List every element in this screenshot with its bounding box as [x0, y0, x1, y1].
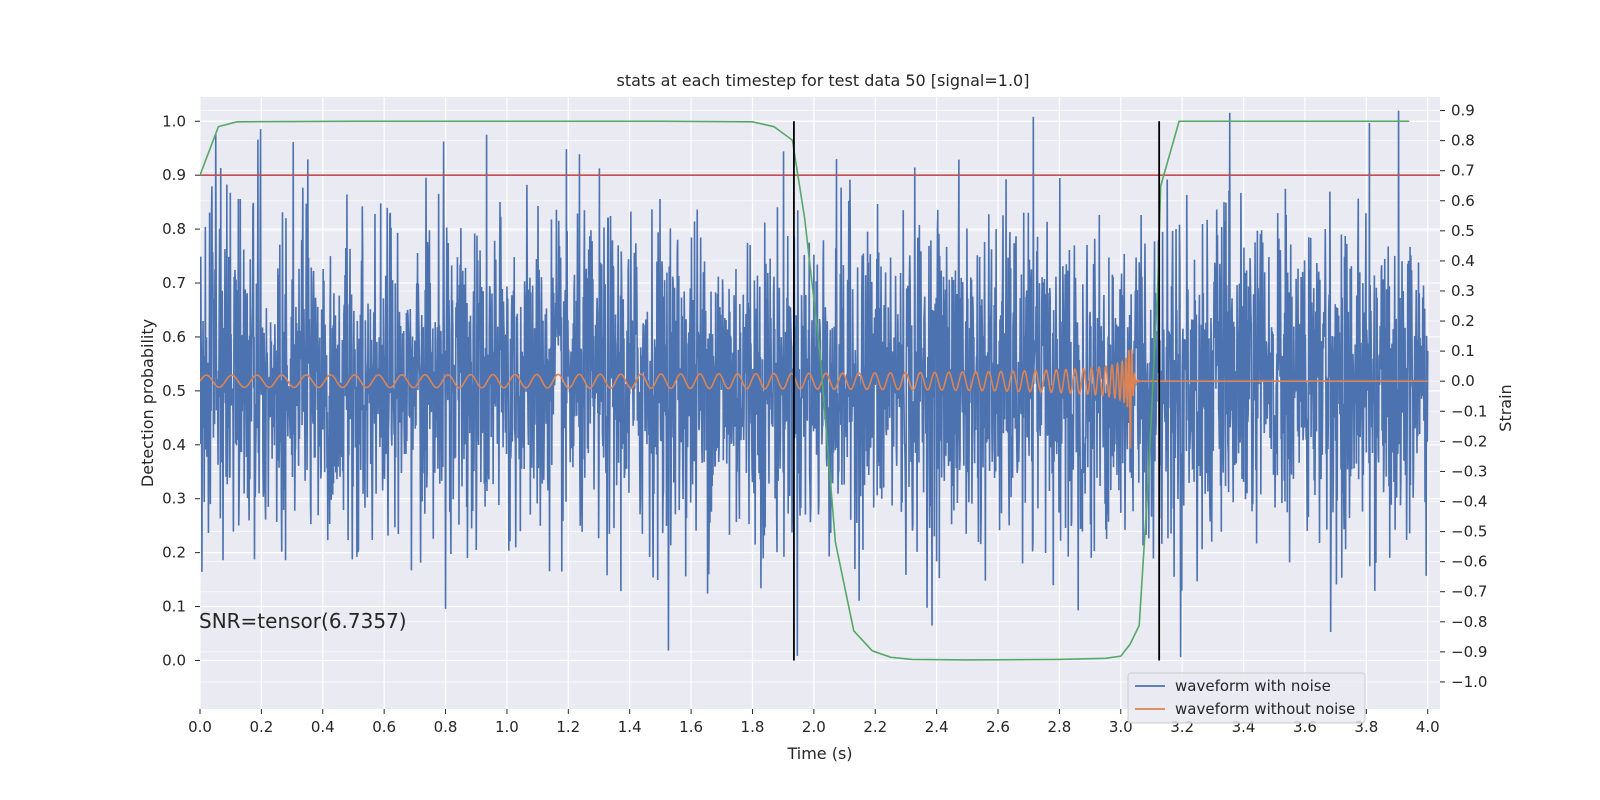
y-right-tick-label: −0.4: [1451, 492, 1487, 510]
y-left-axis-label: Detection probability: [138, 319, 157, 487]
legend-label-noise: waveform with noise: [1175, 677, 1331, 695]
x-tick-label: 2.8: [1047, 718, 1071, 736]
y-right-tick-label: −0.8: [1451, 613, 1487, 631]
x-tick-label: 0.8: [434, 718, 458, 736]
series-waveform-with-noise: [200, 110, 1429, 658]
y-left-tick-label: 1.0: [162, 112, 186, 130]
y-right-tick-label: −1.0: [1451, 673, 1487, 691]
x-tick-label: 1.4: [618, 718, 642, 736]
y-right-tick-label: −0.5: [1451, 523, 1487, 541]
x-axis-ticks: 0.0 0.2 0.4 0.6 0.8 1.0 1.2 1.4 1.6 1.8 2.0 2.2 2.4 2…: [188, 709, 1440, 736]
y-left-tick-label: 0.4: [162, 436, 186, 454]
x-tick-label: 2.2: [863, 718, 887, 736]
legend: waveform with noise waveform without noi…: [1127, 672, 1366, 724]
chart-title: stats at each timestep for test data 50 …: [617, 71, 1030, 90]
vertical-markers: [793, 121, 1161, 661]
y-left-tick-label: 0.3: [162, 490, 186, 508]
x-tick-label: 1.0: [495, 718, 519, 736]
y-right-tick-label: 0.4: [1451, 252, 1475, 270]
y-right-tick-label: 0.9: [1451, 102, 1475, 120]
y-right-tick-label: −0.3: [1451, 462, 1487, 480]
y-right-tick-label: −0.1: [1451, 402, 1487, 420]
x-axis-label: Time (s): [786, 744, 852, 763]
y-right-tick-label: 0.0: [1451, 372, 1475, 390]
y-left-tick-label: 0.7: [162, 274, 186, 292]
y-right-tick-label: −0.7: [1451, 583, 1487, 601]
y-right-axis-ticks: −1.0 −0.9 −0.8 −0.7 −0.6 −0.5 −0.4 −0.3 −0.2 −0.1…: [1440, 102, 1487, 691]
x-tick-label: 0.0: [188, 718, 212, 736]
x-tick-label: 1.2: [556, 718, 580, 736]
x-tick-label: 0.4: [311, 718, 335, 736]
y-left-tick-label: 0.5: [162, 382, 186, 400]
legend-label-clean: waveform without noise: [1175, 700, 1355, 718]
series-detection-probability: [200, 120, 1410, 661]
y-right-tick-label: 0.6: [1451, 192, 1475, 210]
y-right-tick-label: 0.5: [1451, 222, 1475, 240]
x-tick-label: 2.0: [802, 718, 826, 736]
x-tick-label: 2.6: [986, 718, 1010, 736]
y-right-tick-label: 0.7: [1451, 162, 1475, 180]
x-tick-label: 0.2: [249, 718, 273, 736]
y-left-tick-label: 0.9: [162, 166, 186, 184]
y-left-tick-label: 0.2: [162, 544, 186, 562]
y-left-tick-label: 0.0: [162, 651, 186, 669]
x-tick-label: 2.4: [925, 718, 949, 736]
y-right-tick-label: 0.8: [1451, 132, 1475, 150]
y-left-tick-label: 0.1: [162, 598, 186, 616]
y-right-tick-label: −0.9: [1451, 643, 1487, 661]
y-left-tick-label: 0.6: [162, 328, 186, 346]
x-tick-label: 1.6: [679, 718, 703, 736]
x-tick-label: 3.0: [1109, 718, 1133, 736]
y-right-tick-label: 0.3: [1451, 282, 1475, 300]
snr-annotation: SNR=tensor(6.7357): [199, 609, 407, 633]
y-right-tick-label: 0.2: [1451, 312, 1475, 330]
y-left-axis-ticks: 0.0 0.1 0.2 0.3 0.4 0.5 0.6 0.7 0.8 0.9 1.0: [162, 112, 200, 669]
x-tick-label: 0.6: [372, 718, 396, 736]
y-right-tick-label: −0.6: [1451, 553, 1487, 571]
x-tick-label: 4.0: [1416, 718, 1440, 736]
plot-series: [200, 110, 1440, 661]
y-right-tick-label: 0.1: [1451, 342, 1475, 360]
y-right-tick-label: −0.2: [1451, 432, 1487, 450]
y-right-axis-label: Strain: [1496, 384, 1515, 431]
legend-box: [1127, 672, 1366, 724]
x-tick-label: 1.8: [741, 718, 765, 736]
y-left-tick-label: 0.8: [162, 220, 186, 238]
series-waveform-without-noise: [200, 348, 1428, 449]
